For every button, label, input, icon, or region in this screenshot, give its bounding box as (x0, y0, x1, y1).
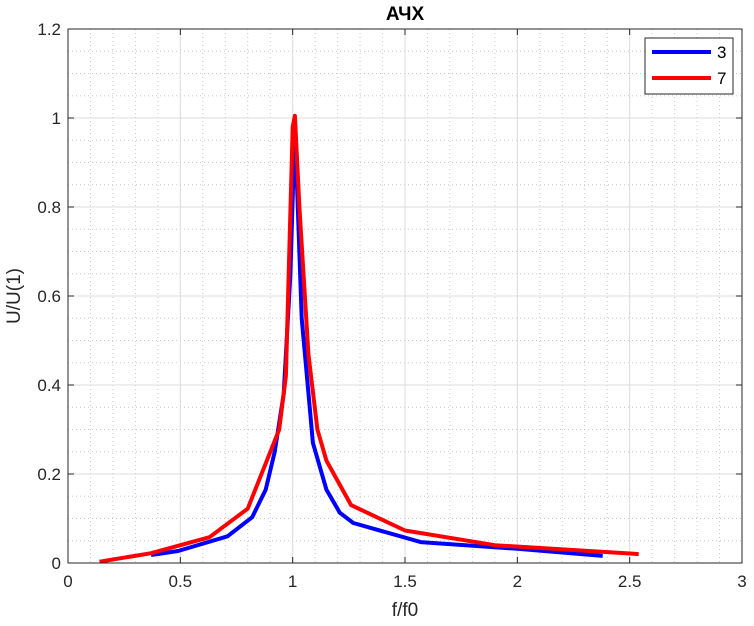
y-tick-label: 0.6 (37, 287, 61, 306)
x-tick-label: 2.5 (618, 572, 642, 591)
legend-label-3: 3 (717, 43, 726, 62)
chart-title: АЧХ (386, 4, 425, 25)
x-tick-label: 1 (288, 572, 297, 591)
legend: 3 7 (644, 37, 734, 95)
y-tick-label: 0.8 (37, 198, 61, 217)
series-layer (99, 113, 639, 564)
y-tick-label: 0.2 (37, 465, 61, 484)
x-tick-label: 1.5 (393, 572, 417, 591)
x-axis-label: f/f0 (392, 600, 418, 621)
y-tick-label: 0.4 (37, 376, 61, 395)
y-tick-label: 0 (52, 554, 61, 573)
legend-box (644, 37, 734, 95)
x-tick-label: 0.5 (169, 572, 193, 591)
x-tick-label: 3 (737, 572, 746, 591)
y-tick-label: 1.2 (37, 20, 61, 39)
x-axis-ticks: 0 0.5 1 1.5 2 2.5 3 (63, 29, 747, 591)
y-axis-ticks: 0 0.2 0.4 0.6 0.8 1 1.2 (37, 20, 742, 573)
legend-label-7: 7 (717, 69, 726, 88)
x-tick-label: 2 (513, 572, 522, 591)
series-line-7 (99, 113, 639, 564)
y-tick-label: 1 (52, 109, 61, 128)
y-axis-label: U/U(1) (4, 268, 25, 324)
x-tick-label: 0 (63, 572, 72, 591)
